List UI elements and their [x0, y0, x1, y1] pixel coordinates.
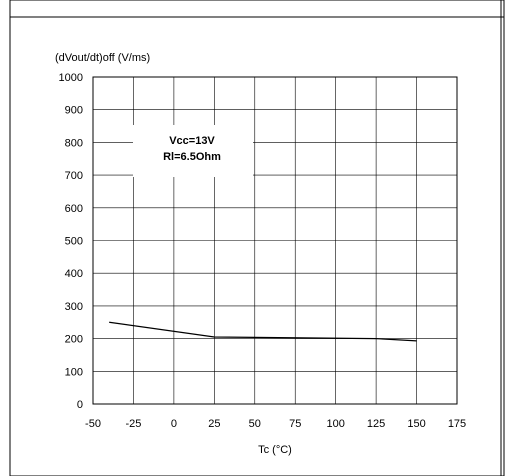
y-tick-label: 600 [65, 203, 83, 215]
x-tick-label: 100 [326, 418, 344, 430]
x-tick-label: 25 [208, 418, 220, 430]
frame-border [9, 0, 505, 476]
y-tick-label: 100 [65, 366, 83, 378]
x-tick-label: 125 [367, 418, 385, 430]
x-tick-label: 75 [289, 418, 301, 430]
x-axis-title: Tc (°C) [258, 444, 292, 456]
y-tick-label: 500 [65, 236, 83, 248]
annotation-vcc: Vcc=13V [169, 135, 215, 147]
x-tick-label: 175 [448, 418, 466, 430]
y-tick-label: 700 [65, 170, 83, 182]
annotation-rl: Rl=6.5Ohm [163, 151, 221, 163]
x-tick-label: 50 [249, 418, 261, 430]
annotation-box [133, 125, 253, 177]
x-tick-label: -50 [85, 418, 101, 430]
x-tick-label: -25 [125, 418, 141, 430]
y-tick-label: 1000 [59, 72, 83, 84]
y-tick-label: 0 [77, 399, 83, 411]
x-tick-labels: -50 -25 0 25 50 75 100 125 150 175 [85, 418, 466, 430]
series-line [109, 321, 417, 342]
series-group [109, 321, 417, 342]
y-tick-label: 900 [65, 105, 83, 117]
y-tick-label: 200 [65, 334, 83, 346]
y-tick-label: 800 [65, 137, 83, 149]
y-tick-label: 400 [65, 268, 83, 280]
y-tick-labels: 0 100 200 300 400 500 600 700 800 900 1000 [59, 72, 83, 411]
x-tick-label: 150 [407, 418, 425, 430]
plot-area [92, 76, 458, 405]
x-tick-label: 0 [171, 418, 177, 430]
y-tick-label: 300 [65, 301, 83, 313]
y-axis-title: (dVout/dt)off (V/ms) [55, 52, 150, 64]
